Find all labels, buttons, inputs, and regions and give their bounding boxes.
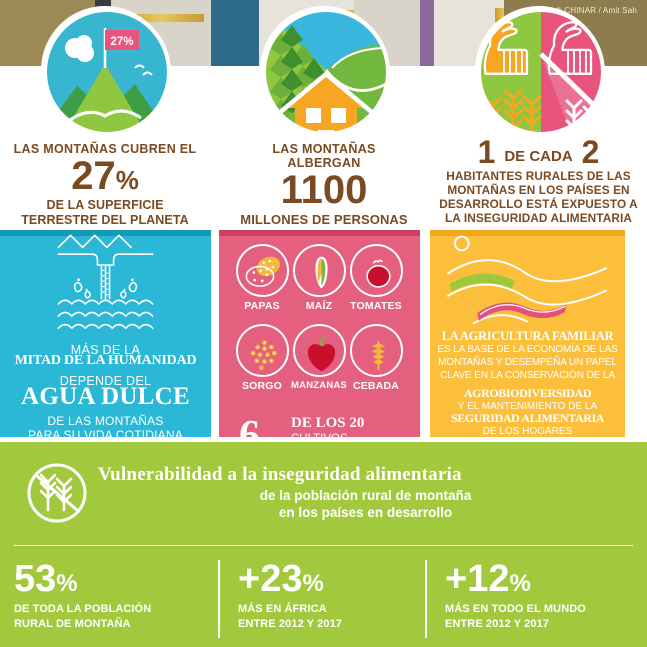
svg-text:27%: 27% (110, 36, 133, 48)
